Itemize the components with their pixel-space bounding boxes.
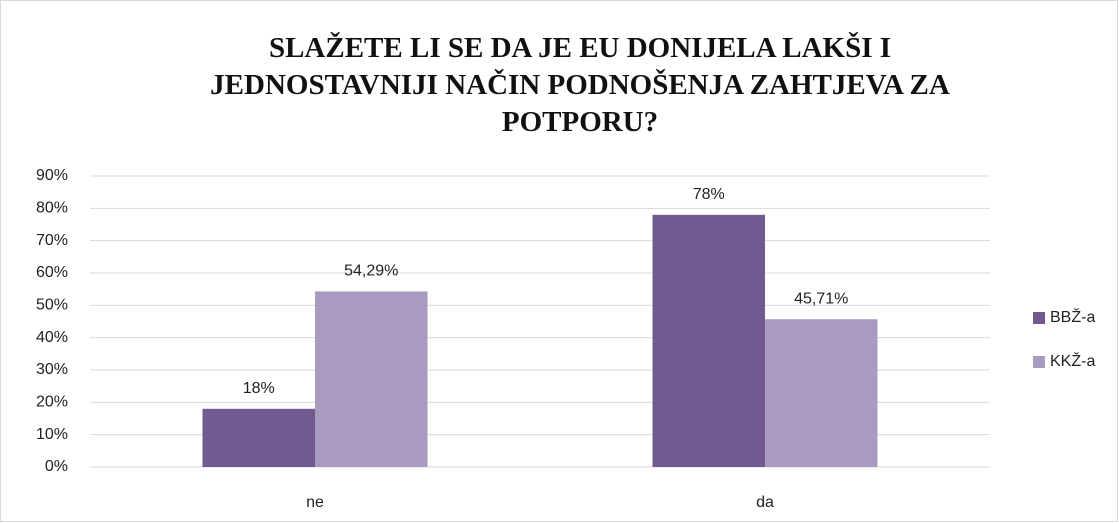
bar (765, 319, 878, 467)
y-tick-label: 50% (36, 297, 68, 314)
y-tick-label: 40% (36, 329, 68, 346)
y-tick-label: 10% (36, 426, 68, 443)
chart-title: SLAŽETE LI SE DA JE EU DONIJELA LAKŠI I … (210, 32, 950, 138)
legend-label: BBŽ-a (1050, 307, 1095, 326)
y-tick-label: 60% (36, 264, 68, 281)
legend-swatch (1033, 312, 1045, 324)
y-tick-label: 30% (36, 361, 68, 378)
bar (202, 408, 315, 467)
value-label: 45,71% (794, 290, 848, 307)
y-tick-label: 20% (36, 394, 68, 411)
value-label: 18% (243, 380, 275, 397)
y-tick-label: 90% (36, 167, 68, 184)
legend-swatch (1033, 356, 1045, 368)
y-tick-label: 70% (36, 232, 68, 249)
legend-label: KKŽ-a (1050, 351, 1095, 370)
value-label: 54,29% (344, 263, 398, 280)
y-tick-label: 0% (45, 458, 68, 475)
value-label: 78% (693, 186, 725, 203)
x-tick-label: ne (306, 494, 324, 511)
bar (652, 214, 765, 467)
bar (315, 291, 428, 467)
y-tick-label: 80% (36, 200, 68, 217)
x-tick-label: da (756, 494, 774, 511)
